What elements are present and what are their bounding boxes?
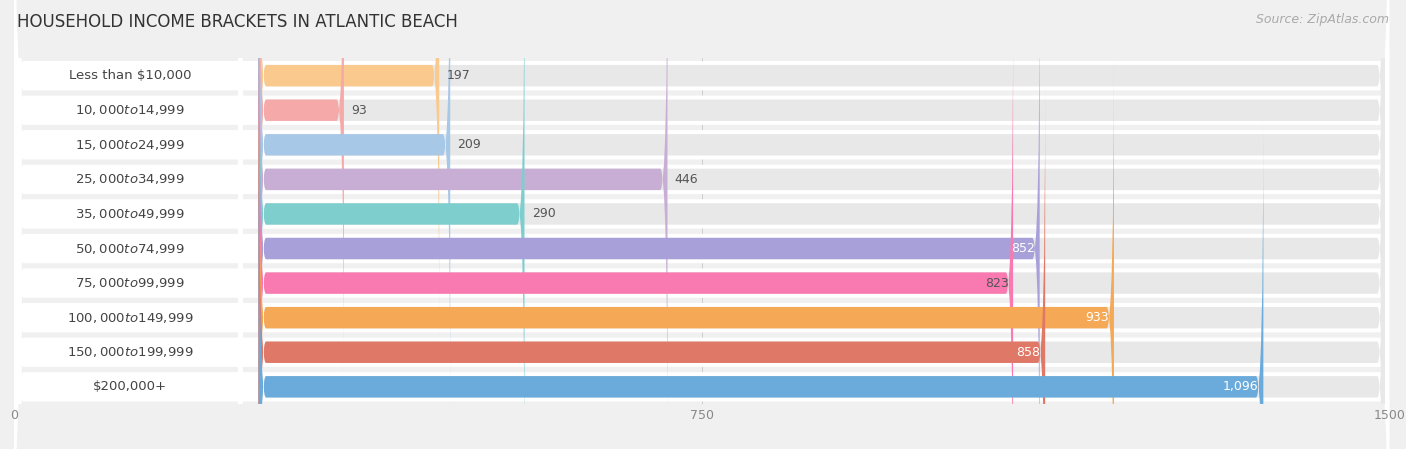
FancyBboxPatch shape (14, 0, 1389, 407)
FancyBboxPatch shape (17, 0, 243, 449)
FancyBboxPatch shape (259, 86, 1385, 449)
FancyBboxPatch shape (259, 0, 668, 445)
Text: $75,000 to $99,999: $75,000 to $99,999 (75, 276, 184, 290)
FancyBboxPatch shape (259, 0, 1385, 411)
FancyBboxPatch shape (259, 17, 1385, 449)
FancyBboxPatch shape (17, 52, 243, 449)
FancyBboxPatch shape (17, 0, 243, 449)
Text: Less than $10,000: Less than $10,000 (69, 69, 191, 82)
FancyBboxPatch shape (259, 52, 1114, 449)
FancyBboxPatch shape (259, 0, 1385, 449)
Text: $200,000+: $200,000+ (93, 380, 167, 393)
FancyBboxPatch shape (17, 0, 243, 449)
FancyBboxPatch shape (14, 56, 1389, 449)
FancyBboxPatch shape (14, 0, 1389, 449)
Text: $35,000 to $49,999: $35,000 to $49,999 (75, 207, 184, 221)
FancyBboxPatch shape (17, 0, 243, 449)
Text: $10,000 to $14,999: $10,000 to $14,999 (75, 103, 184, 117)
FancyBboxPatch shape (17, 0, 243, 445)
FancyBboxPatch shape (259, 0, 1039, 449)
FancyBboxPatch shape (17, 18, 243, 449)
Text: 852: 852 (1011, 242, 1035, 255)
FancyBboxPatch shape (259, 0, 1385, 445)
Text: Source: ZipAtlas.com: Source: ZipAtlas.com (1256, 13, 1389, 26)
FancyBboxPatch shape (259, 0, 524, 449)
FancyBboxPatch shape (259, 121, 1385, 449)
FancyBboxPatch shape (259, 0, 439, 342)
Text: 197: 197 (447, 69, 471, 82)
Text: HOUSEHOLD INCOME BRACKETS IN ATLANTIC BEACH: HOUSEHOLD INCOME BRACKETS IN ATLANTIC BE… (17, 13, 458, 31)
Text: 93: 93 (352, 104, 367, 117)
FancyBboxPatch shape (14, 21, 1389, 449)
FancyBboxPatch shape (259, 121, 1264, 449)
Text: $100,000 to $149,999: $100,000 to $149,999 (66, 311, 193, 325)
FancyBboxPatch shape (259, 17, 1014, 449)
FancyBboxPatch shape (14, 0, 1389, 449)
Text: 209: 209 (457, 138, 481, 151)
FancyBboxPatch shape (17, 0, 243, 410)
FancyBboxPatch shape (259, 0, 1385, 342)
FancyBboxPatch shape (14, 0, 1389, 449)
FancyBboxPatch shape (17, 0, 243, 449)
FancyBboxPatch shape (259, 0, 1385, 449)
Text: 933: 933 (1085, 311, 1109, 324)
FancyBboxPatch shape (14, 0, 1389, 449)
Text: 290: 290 (531, 207, 555, 220)
Text: $25,000 to $34,999: $25,000 to $34,999 (75, 172, 184, 186)
FancyBboxPatch shape (259, 86, 1045, 449)
FancyBboxPatch shape (259, 0, 450, 411)
FancyBboxPatch shape (14, 0, 1389, 449)
FancyBboxPatch shape (17, 0, 243, 449)
Text: 823: 823 (984, 277, 1008, 290)
Text: $15,000 to $24,999: $15,000 to $24,999 (75, 138, 184, 152)
FancyBboxPatch shape (259, 52, 1385, 449)
FancyBboxPatch shape (259, 0, 344, 376)
FancyBboxPatch shape (14, 0, 1389, 441)
FancyBboxPatch shape (14, 0, 1389, 449)
Text: $50,000 to $74,999: $50,000 to $74,999 (75, 242, 184, 255)
Text: 1,096: 1,096 (1223, 380, 1258, 393)
FancyBboxPatch shape (259, 0, 1385, 376)
Text: 446: 446 (675, 173, 699, 186)
Text: 858: 858 (1017, 346, 1040, 359)
Text: $150,000 to $199,999: $150,000 to $199,999 (66, 345, 193, 359)
